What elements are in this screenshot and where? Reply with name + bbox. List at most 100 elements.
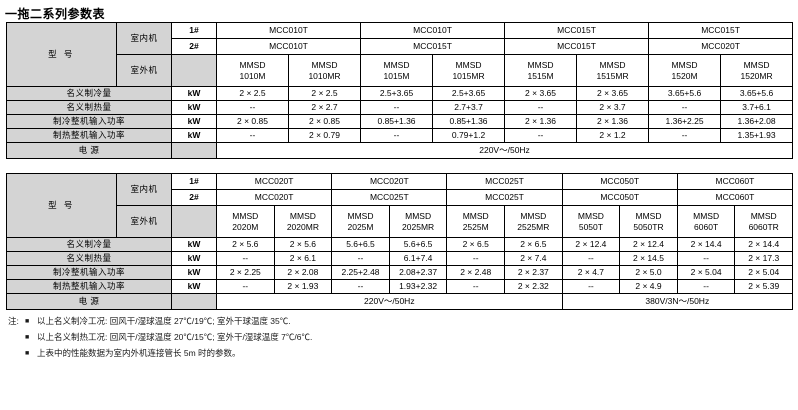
outdoor-brand: MMSD	[239, 59, 266, 70]
data-cell: 1.36+2.08	[720, 114, 794, 129]
data-cell: 2 × 5.6	[216, 237, 275, 252]
table-row: 名义制热量 kW -- 2 × 2.7 -- 2.7+3.7 -- 2 × 3.…	[6, 100, 794, 115]
outdoor-model-cell: MMSD 1515M	[504, 54, 578, 87]
table-row: 电 源 220V～/50Hz 380V/3N～/50Hz	[6, 293, 794, 310]
data-cell: 2 × 4.7	[561, 265, 621, 280]
data-cell: 2 × 2.08	[273, 265, 333, 280]
outdoor-model: 1010MR	[308, 70, 341, 81]
table-row: 室外机 MMSD 2020M MMSD 2020MR MMSD 2025M MMSD 2…	[7, 205, 794, 238]
outdoor-brand: MMSD	[311, 59, 338, 70]
row-label-heating-input-power: 制热整机输入功率	[6, 279, 172, 294]
data-cell: 2 × 1.36	[576, 114, 650, 129]
data-cell: 2 × 1.2	[576, 128, 650, 143]
table-2-body: 型 号 室内机 1# MCC020T MCC020T MCC025T MCC05…	[6, 173, 794, 310]
data-cell: 2 × 5.04	[734, 265, 794, 280]
unit-2-label: 2#	[171, 38, 217, 55]
data-cell: 2.5+3.65	[432, 86, 506, 101]
data-cell: 2 × 2.5	[287, 86, 362, 101]
data-cell: --	[561, 279, 621, 294]
model-header-label: 型 号	[6, 173, 117, 238]
data-cell: 2 × 3.65	[576, 86, 650, 101]
unit-cell: kW	[171, 86, 217, 101]
data-cell: --	[331, 279, 390, 294]
outdoor-model-cell: MMSD 1015M	[360, 54, 434, 87]
outdoor-model: 2025MR	[402, 221, 435, 232]
empty-cell	[171, 54, 217, 87]
data-cell: --	[676, 251, 736, 266]
unit-1-label: 1#	[171, 173, 217, 190]
outdoor-brand: MMSD	[289, 210, 316, 221]
table-row: 名义制冷量 kW 2 × 2.5 2 × 2.5 2.5+3.65 2.5+3.…	[6, 86, 794, 101]
data-cell: --	[331, 251, 390, 266]
data-cell: 2 × 12.4	[561, 237, 621, 252]
data-cell: 2.5+3.65	[360, 86, 434, 101]
indoor-1-model: MCC015T	[504, 22, 650, 39]
table-row: 制热整机输入功率 kW -- 2 × 1.93 -- 1.93+2.32 -- …	[6, 279, 794, 294]
data-cell: --	[216, 100, 289, 115]
data-cell: 2 × 5.6	[273, 237, 333, 252]
note-row: ■ 以上名义制热工况: 回风干/湿球温度 20℃/15℃; 室外干/湿球温度 7…	[8, 333, 798, 343]
outdoor-model: 5050TR	[633, 221, 664, 232]
unit-cell: kW	[171, 128, 217, 143]
outdoor-brand: MMSD	[635, 210, 662, 221]
outdoor-model: 6060TR	[748, 221, 779, 232]
outdoor-model-cell: MMSD 2525M	[446, 205, 505, 238]
data-cell: 2 × 5.04	[676, 265, 736, 280]
data-cell: 2 × 12.4	[619, 237, 678, 252]
table-row: 名义制热量 kW -- 2 × 6.1 -- 6.1+7.4 -- 2 × 7.…	[6, 251, 794, 266]
data-cell: 2.7+3.7	[432, 100, 506, 115]
data-cell: 2 × 2.37	[504, 265, 563, 280]
indoor-2-model: MCC020T	[215, 189, 333, 206]
outdoor-model: 1010M	[239, 70, 266, 81]
outdoor-model: 1515MR	[596, 70, 629, 81]
row-label-nominal-cooling: 名义制冷量	[6, 86, 172, 101]
unit-cell: kW	[171, 279, 217, 294]
outdoor-model-cell: MMSD 1515MR	[576, 54, 650, 87]
data-cell: 2 × 5.39	[734, 279, 794, 294]
outdoor-unit-label: 室外机	[116, 54, 172, 87]
indoor-2-model: MCC010T	[215, 38, 362, 55]
data-cell: --	[504, 128, 578, 143]
outdoor-model-cell: MMSD 1520MR	[720, 54, 794, 87]
data-cell: --	[446, 251, 505, 266]
spec-table-2: 型 号 室内机 1# MCC020T MCC020T MCC025T MCC05…	[6, 173, 794, 310]
outdoor-model-cell: MMSD 2020M	[216, 205, 275, 238]
power-supply-value: 220V～/50Hz	[216, 293, 563, 310]
outdoor-model-cell: MMSD 1520M	[648, 54, 722, 87]
indoor-2-model: MCC025T	[331, 189, 448, 206]
row-label-nominal-cooling: 名义制冷量	[6, 237, 172, 252]
table-row: 制热整机输入功率 kW -- 2 × 0.79 -- 0.79+1.2 -- 2…	[6, 128, 794, 143]
outdoor-model: 1015MR	[452, 70, 485, 81]
note-text: 以上名义制热工况: 回风干/湿球温度 20℃/15℃; 室外干/湿球温度 7℃/…	[37, 331, 313, 342]
unit-cell: kW	[171, 114, 217, 129]
data-cell: 2 × 3.65	[504, 86, 578, 101]
table-row: 制冷整机输入功率 kW 2 × 2.25 2 × 2.08 2.25+2.48 …	[6, 265, 794, 280]
data-cell: --	[648, 100, 722, 115]
outdoor-brand: MMSD	[383, 59, 410, 70]
outdoor-model-cell: MMSD 1015MR	[432, 54, 506, 87]
outdoor-brand: MMSD	[455, 59, 482, 70]
row-label-nominal-heating: 名义制热量	[6, 251, 172, 266]
outdoor-model-cell: MMSD 2025MR	[388, 205, 448, 238]
data-cell: 2 × 2.32	[504, 279, 563, 294]
data-cell: 6.1+7.4	[388, 251, 448, 266]
data-cell: --	[676, 279, 736, 294]
note-row: 注: ■ 以上名义制冷工况: 回风干/湿球温度 27℃/19℃; 室外干球温度 …	[8, 317, 798, 327]
notes-label: 注:	[8, 316, 19, 326]
outdoor-model: 1515M	[527, 70, 554, 81]
data-cell: --	[648, 128, 722, 143]
outdoor-model: 1520MR	[740, 70, 773, 81]
data-cell: 2 × 2.48	[446, 265, 505, 280]
unit-2-label: 2#	[171, 189, 217, 206]
data-cell: 2 × 2.25	[216, 265, 275, 280]
outdoor-brand: MMSD	[693, 210, 720, 221]
outdoor-brand: MMSD	[599, 59, 626, 70]
outdoor-brand: MMSD	[520, 210, 547, 221]
outdoor-brand: MMSD	[743, 59, 770, 70]
model-header-label: 型 号	[6, 22, 117, 87]
data-cell: 2 × 7.4	[504, 251, 563, 266]
outdoor-model-cell: MMSD 2020MR	[273, 205, 333, 238]
power-supply-value: 380V/3N～/50Hz	[561, 293, 794, 310]
indoor-unit-label: 室内机	[116, 173, 172, 206]
data-cell: --	[504, 100, 578, 115]
